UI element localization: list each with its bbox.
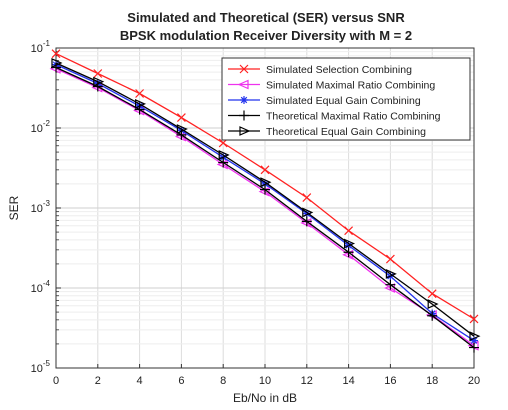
y-tick-label: 10-5 bbox=[31, 359, 51, 375]
x-tick-label: 0 bbox=[53, 375, 59, 387]
legend-box bbox=[221, 57, 471, 141]
data-point-x bbox=[427, 289, 437, 299]
series-1 bbox=[51, 49, 479, 324]
data-point-asterisk bbox=[302, 209, 311, 218]
x-tick-label: 2 bbox=[95, 375, 101, 387]
x-tick-label: 8 bbox=[220, 375, 226, 387]
legend-item: Simulated Maximal Ratio Combining bbox=[228, 80, 435, 92]
data-point-x bbox=[385, 254, 395, 264]
series-line bbox=[55, 62, 475, 337]
data-point-asterisk bbox=[240, 96, 248, 104]
data-point-plus bbox=[427, 310, 438, 321]
data-point-plus bbox=[239, 110, 249, 121]
data-point-x bbox=[93, 69, 103, 78]
data-point-triangle-right bbox=[176, 124, 188, 134]
data-point-triangle-right bbox=[93, 76, 105, 87]
data-point-triangle-left bbox=[237, 79, 249, 90]
x-tick-label: 14 bbox=[342, 375, 354, 387]
legend-item: Theoretical Maximal Ratio Combining bbox=[228, 110, 441, 123]
series bbox=[49, 49, 481, 353]
data-point-x bbox=[302, 193, 312, 202]
data-point-triangle-right bbox=[302, 207, 314, 218]
legend-label: Theoretical Maximal Ratio Combining bbox=[266, 111, 441, 123]
legend-label: Simulated Maximal Ratio Combining bbox=[266, 80, 435, 92]
x-axis-label: Eb/No in dB bbox=[233, 391, 297, 405]
series-4 bbox=[51, 62, 479, 353]
data-point-triangle-right bbox=[135, 98, 147, 109]
legend-item: Simulated Selection Combining bbox=[228, 64, 412, 76]
data-point-asterisk bbox=[470, 336, 478, 345]
data-point-triangle-right bbox=[469, 331, 481, 342]
x-tick-label: 6 bbox=[178, 375, 184, 387]
x-tick-label: 16 bbox=[384, 375, 396, 387]
data-point-x bbox=[176, 113, 186, 122]
y-tick-label: 10-1 bbox=[31, 39, 51, 55]
data-point-plus bbox=[343, 247, 354, 258]
data-point-triangle-right bbox=[51, 58, 63, 68]
data-point-triangle-right bbox=[218, 150, 230, 160]
legend-label: Theoretical Equal Gain Combining bbox=[266, 126, 426, 138]
data-point-triangle-right bbox=[260, 177, 272, 188]
data-point-x bbox=[51, 49, 61, 59]
data-point-plus bbox=[469, 342, 479, 353]
legend-item: Theoretical Equal Gain Combining bbox=[228, 126, 426, 138]
x-tick-label: 4 bbox=[137, 375, 143, 387]
data-point-triangle-right bbox=[239, 126, 251, 136]
y-tick-label: 10-3 bbox=[31, 199, 51, 215]
data-point-plus bbox=[385, 279, 396, 290]
y-tick-label: 10-2 bbox=[31, 119, 51, 135]
data-point-x bbox=[469, 314, 479, 324]
axis-ticks: 0 2 4 6 8 10 12 14 16 18 20 10-5 10-4 10-3 10-2 10-1 bbox=[31, 39, 481, 387]
legend-item: Simulated Equal Gain Combining bbox=[228, 95, 421, 107]
series-5 bbox=[51, 58, 481, 342]
y-tick-label: 10-4 bbox=[31, 279, 51, 295]
x-tick-label: 12 bbox=[301, 375, 313, 387]
y-axis-label: SER bbox=[7, 195, 21, 220]
data-point-x bbox=[344, 226, 354, 236]
legend: Simulated Selection Combining Simulated M… bbox=[221, 57, 471, 141]
x-tick-label: 20 bbox=[468, 375, 480, 387]
chart-title: Simulated and Theoretical (SER) versus S… bbox=[127, 10, 405, 25]
data-point-x bbox=[239, 64, 249, 74]
legend-label: Simulated Equal Gain Combining bbox=[266, 95, 421, 107]
data-point-plus bbox=[218, 157, 229, 168]
data-point-x bbox=[135, 89, 145, 98]
data-point-triangle-right bbox=[385, 268, 397, 279]
data-point-plus bbox=[301, 216, 312, 227]
data-point-x bbox=[260, 165, 270, 175]
chart-subtitle: BPSK modulation Receiver Diversity with … bbox=[120, 28, 412, 43]
data-point-plus bbox=[260, 184, 270, 195]
legend-label: Simulated Selection Combining bbox=[266, 64, 412, 76]
data-point-triangle-right bbox=[344, 238, 356, 249]
data-point-plus bbox=[51, 62, 61, 73]
x-tick-label: 18 bbox=[426, 375, 438, 387]
data-point-triangle-right bbox=[427, 299, 439, 309]
x-tick-label: 10 bbox=[259, 375, 271, 387]
